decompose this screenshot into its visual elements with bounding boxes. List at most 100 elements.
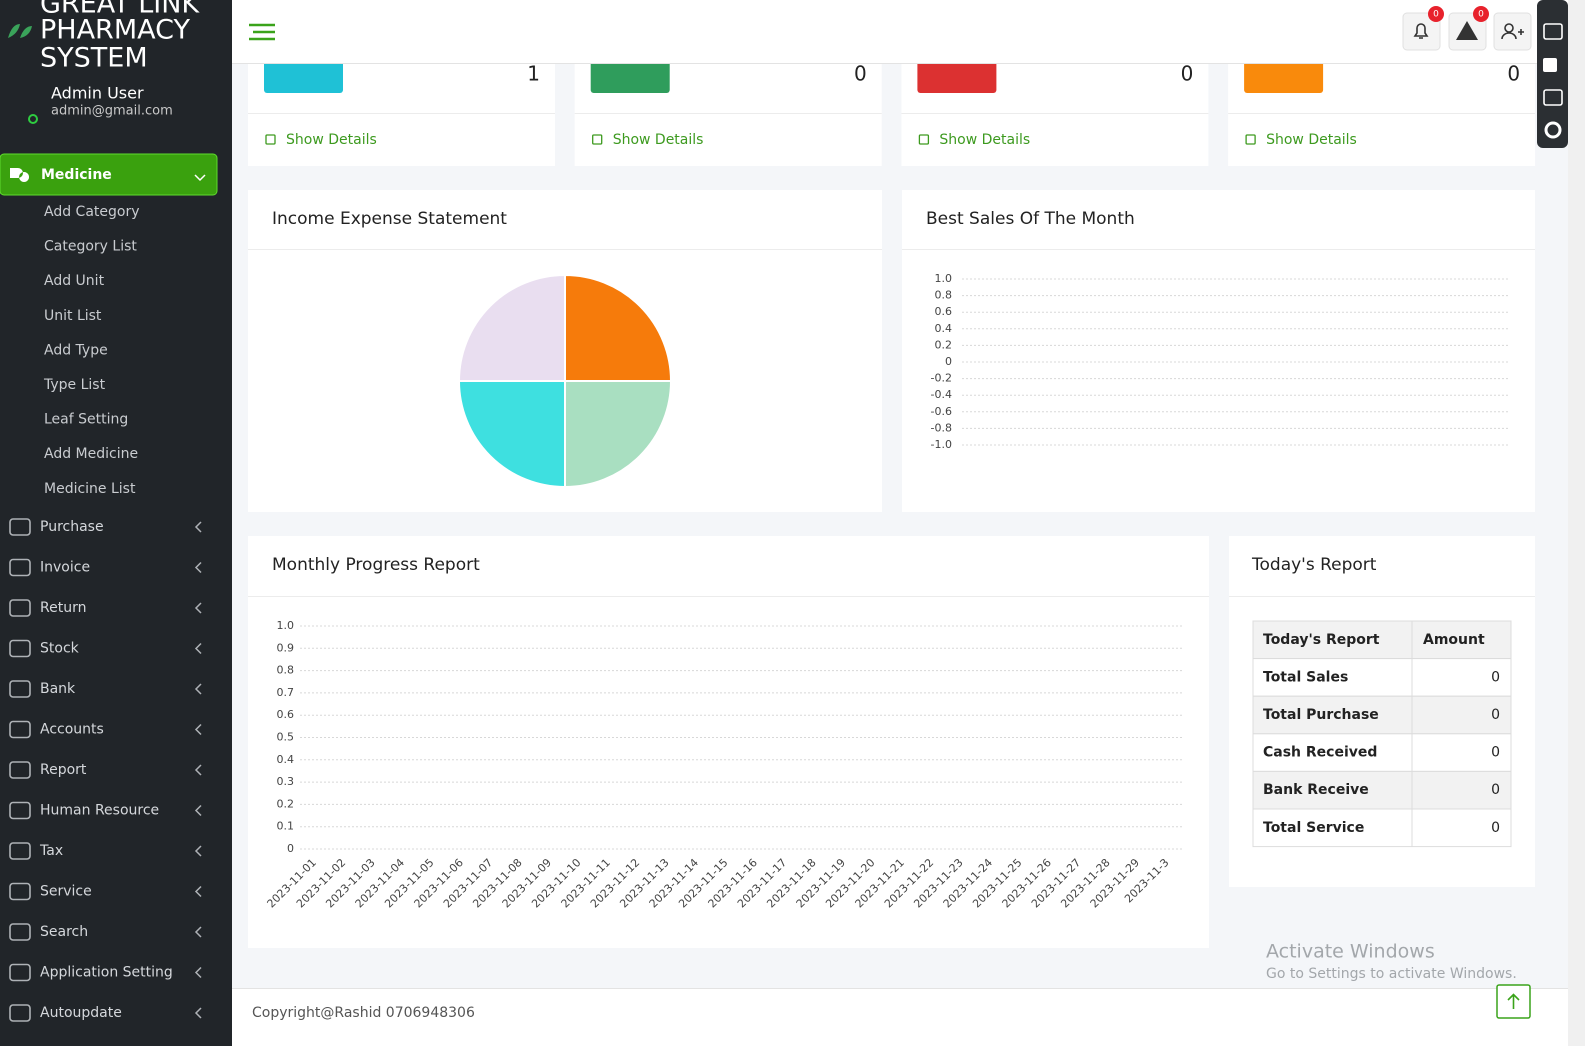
y-tick-label: -0.2: [931, 372, 952, 385]
active-menu-label: Medicine: [41, 167, 112, 183]
row-amount: 0: [1491, 820, 1500, 836]
calendar-icon: [918, 134, 930, 145]
y-tick-label: 0.2: [935, 338, 953, 351]
header-cell: Amount: [1423, 632, 1485, 648]
arrow-up: [1507, 993, 1520, 1009]
menu-icon: [9, 963, 31, 982]
card-link[interactable]: Show Details: [286, 132, 377, 148]
menu-item[interactable]: Human Resource: [40, 803, 159, 819]
user-icon: [1504, 23, 1514, 33]
card-value: 0: [1507, 62, 1520, 86]
brand: GREAT LINK: [40, 0, 200, 20]
menu-item[interactable]: Report: [40, 762, 87, 778]
submenu-item[interactable]: Category List: [44, 239, 137, 255]
hamburger[interactable]: [249, 23, 275, 41]
calendar-icon: [1245, 134, 1256, 145]
row-label: Bank Receive: [1263, 782, 1369, 798]
card-link[interactable]: Show Details: [939, 132, 1030, 148]
watermark-text: Go to Settings to activate Windows.: [1266, 966, 1517, 982]
y-tick-label: 0.8: [277, 664, 295, 677]
menu-icon: [9, 639, 31, 658]
chevron: [194, 602, 202, 614]
menu-item[interactable]: Search: [40, 924, 88, 940]
video-icon[interactable]: [1543, 58, 1557, 72]
card-link[interactable]: Show Details: [613, 132, 704, 148]
menu-item[interactable]: Purchase: [40, 519, 104, 535]
side-toolbar: [1537, 0, 1568, 148]
card-link[interactable]: Show Details: [1266, 132, 1357, 148]
row-label: Total Service: [1263, 820, 1364, 836]
table-row: [1252, 808, 1512, 848]
settings-icon[interactable]: [1544, 121, 1562, 139]
footer-text: Copyright@Rashid 0706948306: [252, 1005, 475, 1021]
submenu-item[interactable]: Type List: [43, 377, 106, 393]
menu-item[interactable]: Invoice: [40, 560, 90, 576]
row-amount: 0: [1491, 707, 1500, 723]
user-email: admin@gmail.com: [51, 104, 173, 119]
chevron: [194, 764, 202, 776]
submenu-item[interactable]: Medicine List: [44, 481, 136, 497]
menu-icon: [9, 1004, 31, 1022]
chevron: [194, 966, 202, 979]
y-tick-label: -0.4: [931, 388, 952, 401]
y-tick-label: 0.3: [277, 775, 295, 788]
chevron: [194, 174, 206, 182]
active-menu[interactable]: [0, 153, 218, 196]
y-tick-label: 0: [945, 355, 952, 368]
y-tick-label: 0.1: [277, 820, 295, 833]
submenu-item[interactable]: Add Type: [44, 342, 108, 358]
chevron: [194, 1007, 202, 1019]
panel-title: Income Expense Statement: [272, 209, 507, 229]
card-value: 1: [527, 62, 540, 86]
y-tick-label: 0.4: [935, 322, 953, 335]
online-dot: [28, 114, 38, 124]
table-row: [1252, 695, 1512, 735]
card-divider: [574, 113, 882, 114]
menu-icon: [9, 680, 31, 698]
panel-divider: [902, 249, 1535, 250]
chevron: [194, 561, 202, 574]
topbar-border: [232, 63, 1568, 64]
chevron: [194, 885, 202, 898]
submenu-item[interactable]: Leaf Setting: [44, 412, 128, 428]
y-tick-label: 0.7: [277, 686, 295, 699]
y-tick-label: -1.0: [931, 438, 952, 451]
card-divider: [901, 113, 1209, 114]
menu-icon: [9, 720, 31, 739]
menu-item[interactable]: Stock: [40, 641, 80, 657]
menu-icon: [9, 801, 31, 820]
panel-title: Monthly Progress Report: [272, 555, 480, 575]
user-add-button[interactable]: [1493, 12, 1532, 51]
y-tick-label: -0.8: [931, 421, 952, 434]
camera-icon[interactable]: [1543, 23, 1563, 40]
submenu-item[interactable]: Add Unit: [44, 273, 105, 289]
submenu-item[interactable]: Unit List: [44, 308, 102, 324]
menu-item[interactable]: Accounts: [40, 722, 104, 738]
menu-item[interactable]: Application Setting: [40, 965, 173, 981]
warning-icon: [1456, 21, 1478, 40]
menu-item[interactable]: Service: [40, 884, 92, 900]
panel: [248, 536, 1209, 948]
menu-item[interactable]: Return: [40, 600, 86, 616]
menu-item[interactable]: Tax: [39, 843, 63, 859]
medicine-icon: [10, 168, 30, 182]
card-value: 0: [854, 62, 867, 86]
panel-title: Today's Report: [1251, 555, 1377, 575]
y-tick-label: -0.6: [931, 405, 952, 418]
row-amount: 0: [1491, 782, 1500, 798]
menu-item[interactable]: Autoupdate: [40, 1005, 122, 1021]
menu-item[interactable]: Bank: [40, 681, 76, 697]
scrollbar: [1568, 0, 1585, 1046]
notification-button[interactable]: [1402, 12, 1441, 51]
gallery-icon[interactable]: [1543, 89, 1563, 106]
submenu-item[interactable]: Add Medicine: [44, 446, 138, 462]
user-icon: [1501, 29, 1524, 40]
brand: SYSTEM: [40, 43, 148, 74]
panel: [902, 190, 1535, 512]
y-tick-label: 0.6: [277, 708, 295, 721]
panel-divider: [248, 596, 1209, 597]
menu-icon: [9, 882, 31, 901]
submenu-item[interactable]: Add Category: [44, 204, 140, 220]
